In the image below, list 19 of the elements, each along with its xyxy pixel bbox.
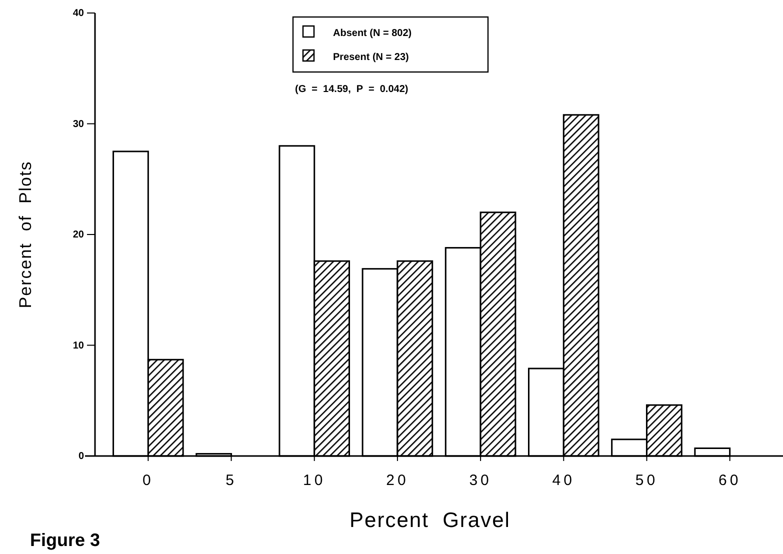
x-tick-label: 20: [386, 472, 409, 489]
x-tick-label: 0: [142, 472, 154, 489]
x-tick-label: 5: [226, 472, 237, 489]
y-tick-label: 0: [78, 451, 84, 462]
x-axis-title: Percent Gravel: [350, 509, 510, 532]
annotation: (G = 14.59, P = 0.042): [295, 84, 408, 95]
x-tick-label: 60: [718, 472, 742, 489]
x-tick-label: 40: [552, 472, 575, 489]
caption: Figure 3: [30, 530, 100, 550]
legend-label: Present (N = 23): [333, 52, 409, 63]
x-tick-label: 30: [469, 472, 492, 489]
y-axis-title: Percent of Plots: [16, 160, 35, 308]
y-tick-label: 20: [72, 230, 84, 241]
legend-label: Absent (N = 802): [333, 28, 412, 39]
y-tick-label: 10: [72, 340, 84, 352]
x-tick-label: 10: [303, 472, 326, 489]
y-tick-label: 30: [72, 118, 84, 130]
x-tick-label: 50: [635, 472, 658, 489]
y-tick-label: 40: [72, 8, 84, 20]
